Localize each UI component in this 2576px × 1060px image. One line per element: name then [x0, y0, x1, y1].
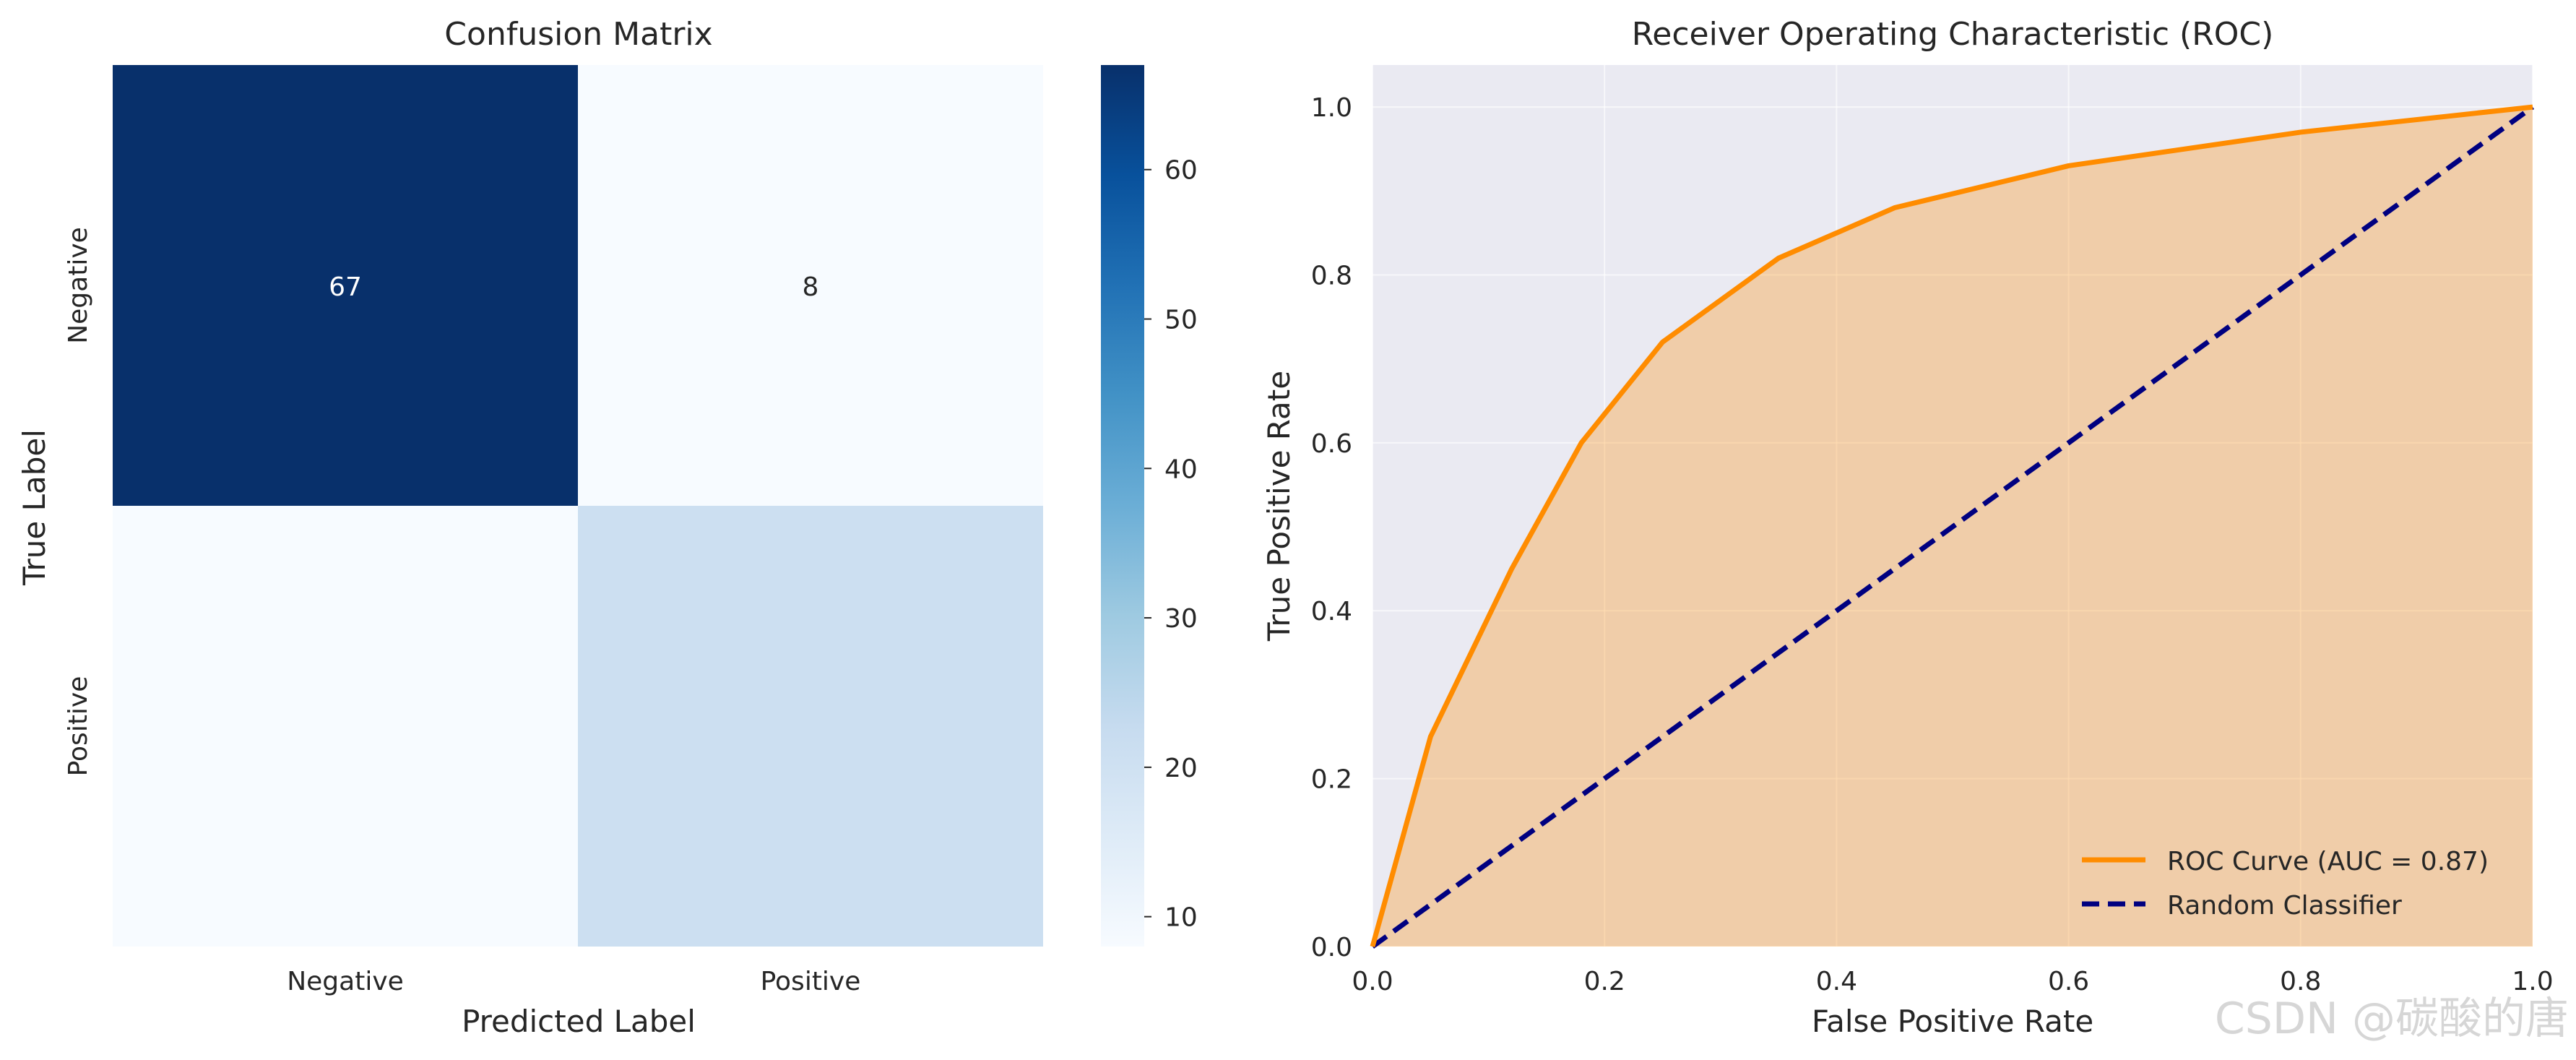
cm-y-axis-label: True Label: [17, 429, 52, 586]
cm-x-tick-label: Negative: [287, 967, 404, 996]
roc-gridlines: [1372, 65, 2533, 947]
roc-x-tick-label: 0.2: [1584, 967, 1625, 996]
roc-curve-point: [2300, 132, 2301, 133]
colorbar-ticks: 10 20 30 40 50 60: [1144, 156, 1198, 933]
watermark: CSDN @碳酸的唐: [2215, 994, 2569, 1044]
roc-legend: ROC Curve (AUC = 0.87) Random Classifier: [2082, 847, 2489, 921]
roc-curve-point: [1662, 341, 1664, 342]
roc-curve-point: [2532, 106, 2533, 108]
roc-curve-point: [2068, 165, 2070, 166]
colorbar-tick-label: 50: [1164, 306, 1198, 335]
roc-x-tick-label: 0.4: [1816, 967, 1857, 996]
cm-x-axis-label: Predicted Label: [462, 1004, 696, 1039]
roc-y-tick-labels: 0.0 0.2 0.4 0.6 0.8 1.0: [1311, 93, 1352, 962]
confusion-matrix-panel: Confusion Matrix 67 8 Negative Positive Ne…: [17, 16, 1198, 1039]
cm-x-tick-labels: Negative Positive: [287, 967, 860, 996]
cm-cell-negative-positive: [578, 65, 1043, 506]
random-classifier-line: [1370, 105, 2535, 949]
cm-y-tick-labels: Negative Positive: [64, 227, 93, 776]
roc-plot-area: [1373, 65, 2533, 947]
roc-x-axis-label: False Positive Rate: [1812, 1004, 2093, 1039]
roc-y-tick-label: 0.4: [1311, 597, 1352, 626]
legend-label-random: Random Classifier: [2167, 891, 2402, 921]
legend-label-roc: ROC Curve (AUC = 0.87): [2167, 847, 2489, 876]
roc-curve-point: [1372, 946, 1373, 947]
roc-curve-point: [1894, 207, 1896, 209]
cm-cells: [113, 65, 1043, 947]
roc-curve-line: [1370, 104, 2533, 947]
colorbar-tick-label: 40: [1164, 454, 1198, 484]
roc-title: Receiver Operating Characteristic (ROC): [1632, 16, 2274, 53]
colorbar-tick-label: 60: [1164, 156, 1198, 186]
cm-cell-positive-positive: [578, 506, 1043, 947]
roc-x-tick-labels: 0.0 0.2 0.4 0.6 0.8 1.0: [1352, 967, 2553, 996]
cm-cell-label: 8: [803, 272, 819, 302]
roc-curve-point: [1581, 442, 1582, 444]
cm-cell-positive-negative: [113, 506, 578, 947]
roc-y-tick-label: 0.8: [1311, 261, 1352, 290]
cm-y-tick-label: Positive: [64, 676, 93, 777]
roc-x-tick-label: 1.0: [2512, 967, 2553, 996]
cm-cell-label: 67: [329, 272, 362, 302]
colorbar-tick-label: 20: [1164, 754, 1198, 783]
cm-y-tick-label: Negative: [64, 227, 93, 344]
roc-y-tick-label: 1.0: [1311, 93, 1352, 123]
cm-x-tick-label: Positive: [761, 967, 861, 996]
roc-y-tick-label: 0.0: [1311, 933, 1352, 962]
cm-title: Confusion Matrix: [444, 16, 712, 53]
roc-curve-point: [1511, 568, 1513, 569]
roc-curve-point: [1778, 257, 1779, 259]
roc-x-tick-label: 0.8: [2280, 967, 2321, 996]
roc-x-tick-label: 0.6: [2048, 967, 2089, 996]
colorbar-tick-label: 10: [1164, 903, 1198, 933]
roc-x-tick-label: 0.0: [1352, 967, 1393, 996]
roc-y-axis-label: True Positive Rate: [1261, 371, 1297, 642]
roc-panel: Receiver Operating Characteristic (ROC) …: [1261, 16, 2554, 1039]
colorbar-tick-label: 30: [1164, 604, 1198, 634]
cm-cell-labels: 67 8: [329, 272, 818, 302]
colorbar: [1101, 65, 1144, 947]
roc-y-tick-label: 0.6: [1311, 429, 1352, 459]
roc-y-tick-label: 0.2: [1311, 765, 1352, 795]
roc-curve-point: [1430, 736, 1431, 738]
cm-cell-negative-negative: [113, 65, 578, 506]
